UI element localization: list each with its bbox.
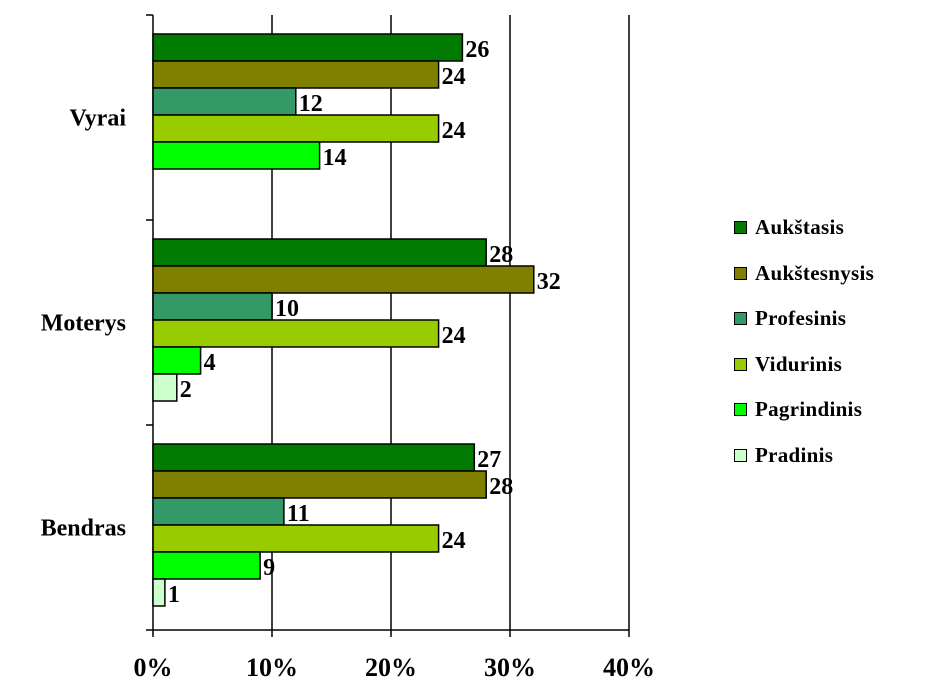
bar: [152, 524, 440, 553]
bar-value-label: 1: [168, 582, 180, 608]
bar-value-label: 24: [442, 323, 466, 349]
bar: [152, 551, 261, 580]
x-tick-label: 10%: [246, 653, 298, 682]
legend-label: Pagrindinis: [755, 397, 863, 422]
legend-swatch: [734, 448, 747, 462]
bar-value-label: 32: [537, 269, 561, 295]
legend-item: Profesinis: [734, 296, 874, 342]
bar: [152, 238, 487, 267]
bar-value-label: 24: [442, 64, 466, 90]
bar-value-label: 4: [204, 350, 216, 376]
bar-value-label: 27: [477, 447, 501, 473]
bar-value-label: 2: [180, 377, 192, 403]
category-label: Moterys: [41, 311, 126, 337]
bar-value-label: 28: [489, 242, 513, 268]
category-label: Vyrai: [70, 106, 127, 132]
legend-item: Pagrindinis: [734, 387, 874, 433]
bar-value-label: 28: [489, 474, 513, 500]
legend-item: Vidurinis: [734, 342, 874, 388]
bar: [152, 443, 476, 472]
bar: [152, 578, 166, 607]
bar: [152, 87, 297, 116]
bar-value-label: 14: [323, 145, 347, 171]
bar-value-label: 24: [442, 528, 466, 554]
bar: [152, 265, 535, 294]
category-label: Bendras: [41, 516, 126, 542]
legend-label: Profesinis: [755, 306, 847, 331]
legend-label: Pradinis: [755, 442, 834, 467]
bar-value-label: 12: [299, 91, 323, 117]
legend-item: Aukštesnysis: [734, 251, 874, 297]
legend-label: Vidurinis: [755, 351, 843, 376]
bar-value-label: 24: [442, 118, 466, 144]
legend: Aukštasis Aukštesnysis Profesinis Vidurinis…: [734, 205, 874, 478]
bar: [152, 141, 321, 170]
legend-swatch: [734, 266, 747, 280]
legend-item: Aukštasis: [734, 205, 874, 251]
x-tick-label: 0%: [134, 653, 173, 682]
x-tick-label: 30%: [484, 653, 536, 682]
category-labels: Vyrai Moterys Bendras: [41, 106, 127, 542]
x-tick-label: 40%: [603, 653, 655, 682]
x-tick-label: 20%: [365, 653, 417, 682]
bar: [152, 292, 273, 321]
bar-value-label: 11: [287, 501, 310, 527]
bars: [152, 33, 535, 607]
bar: [152, 60, 440, 89]
bar-value-label: 9: [263, 555, 275, 581]
bar: [152, 497, 285, 526]
bar: [152, 470, 487, 499]
legend-label: Aukštesnysis: [755, 260, 875, 285]
bar: [152, 319, 440, 348]
bar: [152, 114, 440, 143]
bar: [152, 33, 464, 62]
legend-swatch: [734, 312, 747, 326]
bar-value-label: 10: [275, 296, 299, 322]
bar: [152, 373, 178, 402]
legend-swatch: [734, 403, 747, 417]
bar: [152, 346, 202, 375]
legend-label: Aukštasis: [755, 215, 845, 240]
bar-value-label: 26: [465, 37, 489, 63]
x-tick-labels: 0% 10% 20% 30% 40%: [134, 653, 656, 682]
legend-swatch: [734, 221, 747, 235]
legend-swatch: [734, 357, 747, 371]
legend-item: Pradinis: [734, 433, 874, 479]
